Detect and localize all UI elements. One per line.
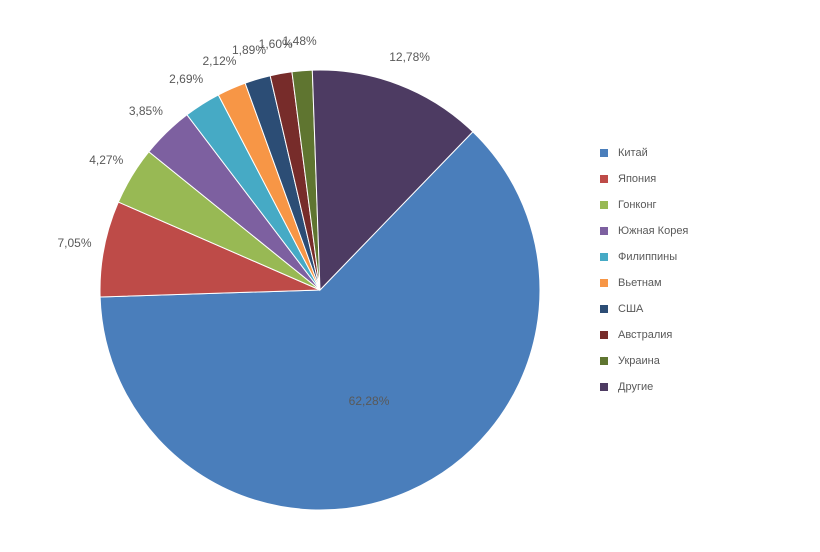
legend-label: Другие	[618, 381, 653, 393]
legend-label: США	[618, 303, 643, 315]
legend-swatch	[600, 279, 608, 287]
legend-label: Гонконг	[618, 199, 657, 211]
legend-swatch	[600, 357, 608, 365]
legend-swatch	[600, 149, 608, 157]
legend-item: Китай	[600, 140, 688, 166]
legend-label: Австралия	[618, 329, 672, 341]
legend-item: Австралия	[600, 322, 688, 348]
legend-swatch	[600, 175, 608, 183]
legend-label: Япония	[618, 173, 656, 185]
legend-item: Филиппины	[600, 244, 688, 270]
legend: Китай Япония Гонконг Южная Корея Филиппины Вь…	[600, 140, 688, 400]
legend-item: Япония	[600, 166, 688, 192]
legend-label: Украина	[618, 355, 660, 367]
legend-item: Южная Корея	[600, 218, 688, 244]
legend-item: США	[600, 296, 688, 322]
legend-item: Украина	[600, 348, 688, 374]
legend-swatch	[600, 201, 608, 209]
legend-label: Филиппины	[618, 251, 677, 263]
legend-label: Китай	[618, 147, 648, 159]
legend-item: Другие	[600, 374, 688, 400]
pie-chart: Китай Япония Гонконг Южная Корея Филиппины Вь…	[0, 0, 820, 552]
legend-label: Южная Корея	[618, 225, 688, 237]
legend-swatch	[600, 383, 608, 391]
legend-label: Вьетнам	[618, 277, 662, 289]
legend-swatch	[600, 305, 608, 313]
legend-swatch	[600, 253, 608, 261]
legend-swatch	[600, 227, 608, 235]
legend-swatch	[600, 331, 608, 339]
legend-item: Гонконг	[600, 192, 688, 218]
pie-svg	[0, 0, 820, 552]
legend-item: Вьетнам	[600, 270, 688, 296]
